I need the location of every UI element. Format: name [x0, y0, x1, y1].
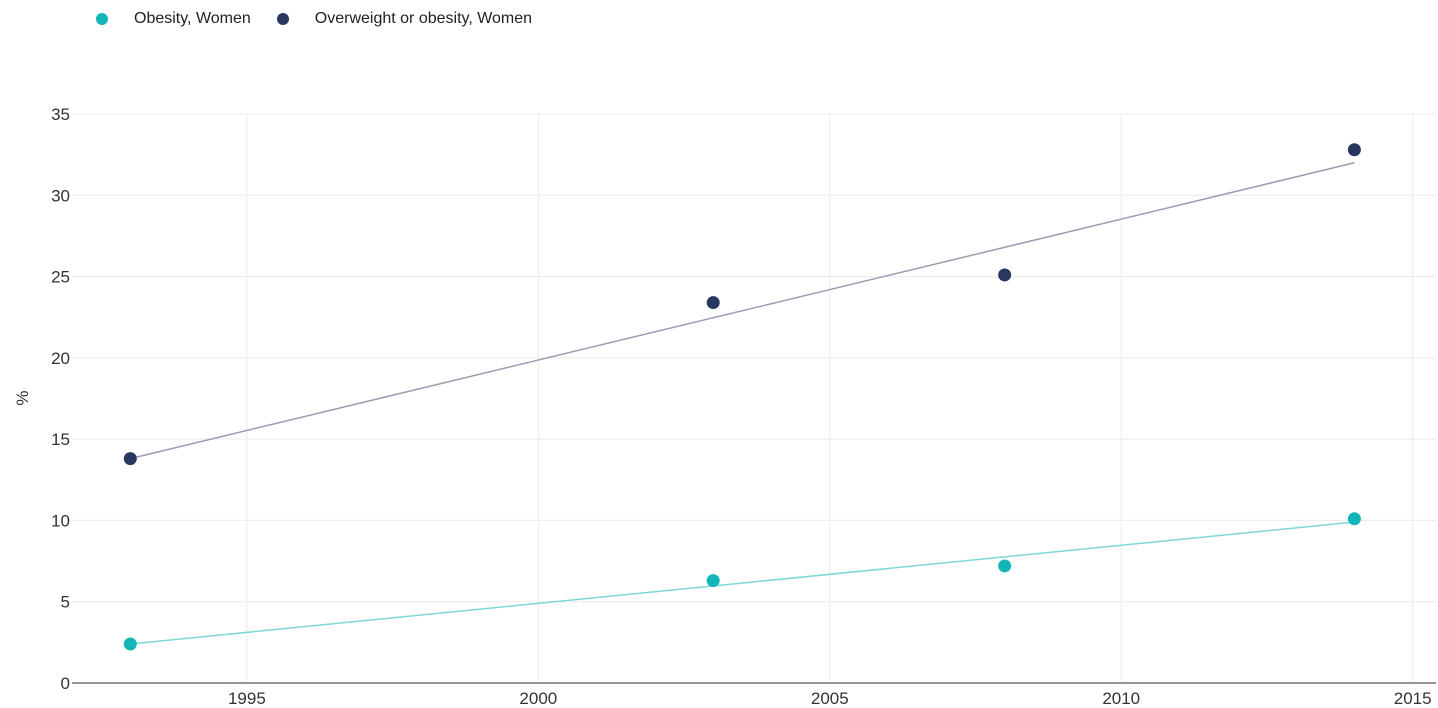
y-tick-label: 25: [51, 268, 70, 287]
legend-label-obesity: Obesity, Women: [134, 10, 251, 27]
x-tick-label: 1995: [228, 689, 266, 708]
data-point-obesity: [706, 574, 720, 588]
legend-item-overweight[interactable]: Overweight or obesity, Women: [276, 10, 533, 28]
y-tick-label: 20: [51, 349, 70, 368]
data-points: [123, 143, 1361, 651]
y-tick-label: 10: [51, 511, 70, 530]
legend-marker-obesity: [96, 13, 108, 25]
data-point-obesity: [1347, 512, 1361, 526]
x-tick-labels: 1995 2000 2005 2010 2015: [228, 689, 1432, 708]
y-tick-label: 35: [51, 105, 70, 124]
legend-label-overweight: Overweight or obesity, Women: [314, 10, 533, 27]
data-point-obesity: [998, 559, 1012, 573]
data-point-overweight: [123, 452, 137, 466]
trend-lines: [130, 162, 1355, 645]
x-tick-label: 2000: [519, 689, 557, 708]
y-tick-label: 30: [51, 186, 70, 205]
x-tick-label: 2015: [1394, 689, 1432, 708]
y-tick-label: 0: [61, 674, 70, 693]
grid-lines: [72, 113, 1436, 683]
trend-line-obesity: [130, 521, 1355, 645]
y-tick-labels: 0 5 10 15 20 25 30 35: [51, 105, 70, 693]
x-tick-label: 2005: [811, 689, 849, 708]
data-point-overweight: [1347, 143, 1361, 157]
x-tick-label: 2010: [1102, 689, 1140, 708]
y-axis-title: %: [13, 390, 32, 405]
trend-line-overweight: [130, 162, 1355, 460]
data-point-obesity: [123, 637, 137, 651]
legend-item-obesity[interactable]: Obesity, Women: [96, 10, 251, 28]
chart-legend: Obesity, Women Overweight or obesity, Wo…: [96, 10, 558, 28]
data-point-overweight: [998, 268, 1012, 282]
data-point-overweight: [706, 296, 720, 310]
legend-marker-overweight: [276, 13, 289, 25]
y-tick-label: 5: [61, 593, 70, 612]
y-tick-label: 15: [51, 430, 70, 449]
